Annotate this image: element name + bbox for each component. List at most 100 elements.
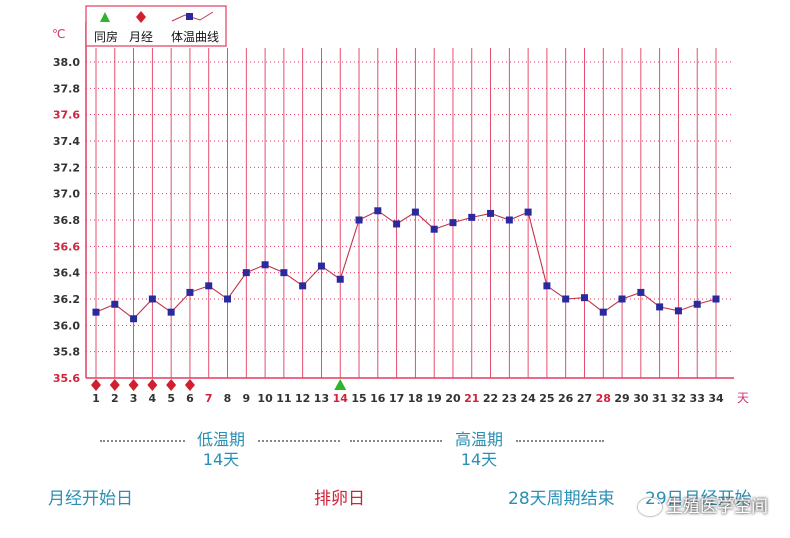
x-tick-label: 15 [351,392,366,405]
temperature-point [280,269,288,277]
x-tick-label: 13 [314,392,329,405]
legend-intercourse-marker [100,12,110,22]
x-tick-label: 23 [502,392,517,405]
y-tick-label: 35.8 [53,346,80,359]
x-tick-label: 27 [577,392,592,405]
legend-menses-marker [136,11,146,23]
low-phase-label: 低温期 14天 [185,430,257,470]
x-tick-label: 9 [242,392,250,405]
y-tick-label: 36.4 [53,267,80,280]
temperature-point [167,308,175,316]
high-phase-label: 高温期 14天 [443,430,515,470]
temperature-series [92,207,720,323]
x-tick-label: 7 [205,392,213,405]
temperature-point [656,303,664,311]
y-unit-label: ℃ [52,27,65,41]
temperature-point [299,282,307,290]
ovulation-day-label: 排卵日 [314,489,365,509]
legend-bbt-marker [186,13,193,20]
x-tick-label: 33 [690,392,705,405]
x-tick-label: 28 [596,392,611,405]
x-tick-label: 11 [276,392,291,405]
high-phase-days: 14天 [460,450,498,469]
temperature-point [374,207,382,215]
menses-marker [128,379,139,391]
intercourse-marker [334,379,347,390]
high-phase-dotted-right [516,440,604,442]
x-tick-label: 22 [483,392,498,405]
high-phase-title: 高温期 [454,430,503,449]
temperature-point [242,269,250,277]
y-tick-label: 37.4 [53,135,80,148]
low-phase-dotted-left [100,440,185,442]
x-tick-label: 1 [92,392,100,405]
temperature-point [449,219,457,227]
temperature-point [186,288,194,296]
y-tick-label: 37.2 [53,161,80,174]
x-tick-label: 17 [389,392,404,405]
temperature-point [487,209,495,217]
high-phase-dotted-left [350,440,442,442]
temperature-point [224,295,232,303]
temperature-point [543,282,551,290]
temperature-point [505,216,513,224]
menses-start-label: 月经开始日 [48,489,133,509]
x-tick-label: 10 [257,392,273,405]
x-tick-label: 34 [708,392,724,405]
temperature-point [317,262,325,270]
menses-marker [147,379,158,391]
temperature-point [130,315,138,323]
watermark: 生殖医学空间 [638,492,768,517]
temperature-point [637,288,645,296]
x-tick-label: 24 [520,392,536,405]
low-phase-dotted-right [258,440,340,442]
menses-marker [184,379,195,391]
x-tick-label: 25 [539,392,554,405]
temperature-point [468,213,476,221]
temperature-point [92,308,100,316]
event-markers [91,379,347,391]
chart-legend: 同房 月经 体温曲线 [85,5,227,47]
temperature-point [393,220,401,228]
low-phase-title: 低温期 [196,430,245,449]
temperature-point [111,300,119,308]
x-tick-label: 3 [130,392,138,405]
y-tick-label: 35.6 [53,372,80,385]
x-tick-label: 32 [671,392,686,405]
temperature-point [524,208,532,216]
legend-label: 体温曲线 [171,30,219,44]
x-tick-label: 6 [186,392,194,405]
menses-marker [109,379,120,391]
watermark-text: 生殖医学空间 [666,497,768,517]
temperature-point [336,275,344,283]
wechat-icon [638,498,662,516]
x-tick-label: 21 [464,392,479,405]
y-tick-label: 36.6 [53,240,80,253]
x-tick-label: 5 [167,392,175,405]
temperature-point [411,208,419,216]
x-unit-label: 天 [737,391,749,405]
temperature-line [95,210,717,320]
chart-grid: 38.0 37.8 37.6 37.4 37.2 37.0 36.8 36.6 36.4 36.2… [52,22,749,405]
y-tick-label: 37.8 [53,82,80,95]
x-tick-label: 31 [652,392,667,405]
temperature-point [599,308,607,316]
x-tick-label: 29 [614,392,629,405]
legend-label: 月经 [129,30,153,44]
x-tick-label: 30 [633,392,649,405]
next-menses-label: 29日月经开始 [645,489,752,509]
temperature-point [562,295,570,303]
temperature-point [618,295,626,303]
x-tick-label: 18 [408,392,423,405]
y-tick-label: 38.0 [53,56,80,69]
y-tick-label: 37.6 [53,109,80,122]
x-tick-label: 8 [224,392,232,405]
temperature-point [430,225,438,233]
temperature-point [205,282,213,290]
y-tick-label: 37.0 [53,188,80,201]
y-tick-label: 36.8 [53,214,80,227]
x-tick-label: 20 [445,392,461,405]
x-tick-label: 4 [149,392,157,405]
temperature-point [261,261,269,269]
